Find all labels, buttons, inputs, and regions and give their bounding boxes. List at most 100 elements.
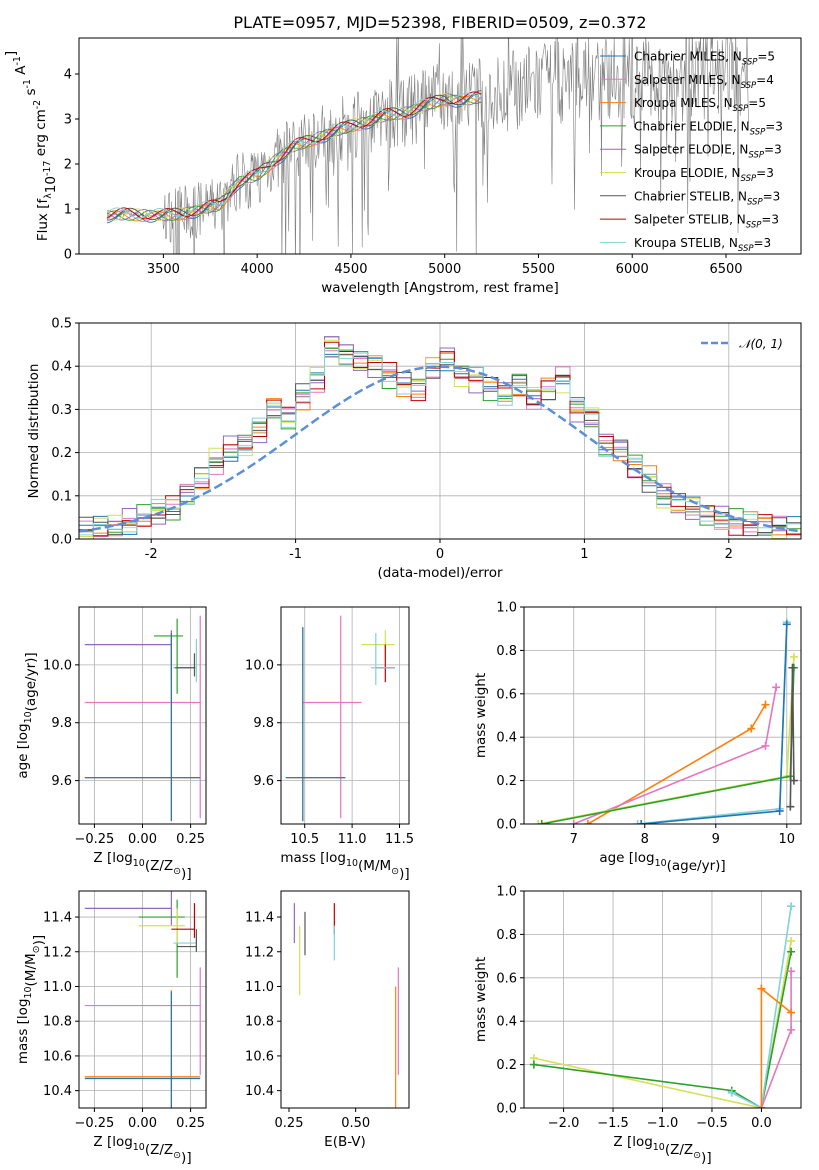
x-axis-label: (data-model)/error <box>377 565 503 581</box>
x-axis-label: wavelength [Angstrom, rest frame] <box>321 280 559 296</box>
x-tick-label: 0.00 <box>128 1116 157 1131</box>
weight-marker <box>727 1088 736 1097</box>
x-tick-label: −0.25 <box>74 1116 114 1131</box>
x-tick-label: 3500 <box>147 262 180 277</box>
weight-line <box>789 667 795 807</box>
mass-weight-vs-age-marks <box>534 618 798 824</box>
mass-weight-vs-Z-axes: −2.0 −1.5 −1.0 −0.5 0.0 0.0 0.2 0.4 0.6 0.8 1.0 Z [… <box>473 885 802 1166</box>
legend-entry: Chabrier ELODIE, NSSP=3 <box>634 119 783 137</box>
legend-entry: Salpeter ELODIE, NSSP=3 <box>634 143 782 161</box>
y-tick-label: 0.3 <box>51 403 72 418</box>
legend-entry: Kroupa STELIB, NSSP=3 <box>634 236 771 254</box>
y-tick-label: 10.6 <box>43 1049 72 1064</box>
y-axis-label: Flux [fλ10-17 erg cm-2 s-1 A-1] <box>3 51 59 241</box>
legend-entry: Kroupa MILES, NSSP=5 <box>634 96 766 114</box>
x-tick-label: 6000 <box>616 262 649 277</box>
y-tick-label: 10.0 <box>43 658 72 673</box>
mass-vs-Z-marks <box>84 891 201 1108</box>
y-tick-label: 0 <box>64 248 72 263</box>
weight-line <box>541 667 795 824</box>
y-tick-label: 11.4 <box>43 911 72 926</box>
y-tick-label: 11.2 <box>245 945 274 960</box>
mass-weight-vs-Z-marks <box>529 902 796 1108</box>
y-tick-label: 9.8 <box>51 716 72 731</box>
x-tick-label: 4000 <box>241 262 274 277</box>
weight-marker <box>787 947 796 956</box>
x-axis-label: Z [log10(Z/Z⊙)] <box>613 1134 711 1166</box>
y-tick-label: 0.4 <box>496 731 517 746</box>
weight-marker <box>787 936 796 945</box>
weight-marker <box>786 802 795 811</box>
x-tick-label: 5500 <box>522 262 555 277</box>
y-tick-label: 11.2 <box>43 945 72 960</box>
weight-marker <box>789 652 798 661</box>
residuals-marks <box>79 336 801 539</box>
x-tick-label: 11.5 <box>385 832 414 847</box>
model-line <box>107 94 482 221</box>
axes-frame <box>280 890 410 1109</box>
axes-frame <box>280 606 410 825</box>
weight-line <box>533 951 792 1108</box>
x-tick-label: −0.5 <box>696 1116 728 1131</box>
weight-line <box>637 622 788 824</box>
y-tick-label: 10.4 <box>43 1084 72 1099</box>
y-tick-label: 1.0 <box>496 885 517 900</box>
residual-histogram <box>79 347 801 536</box>
y-tick-label: 0.6 <box>496 687 517 702</box>
weight-marker <box>637 820 646 824</box>
x-tick-label: −2.0 <box>548 1116 580 1131</box>
weight-line <box>731 906 792 1108</box>
y-tick-label: 0.5 <box>51 317 72 332</box>
weight-marker <box>782 620 791 629</box>
weight-marker <box>787 1025 796 1034</box>
x-tick-label: 9 <box>712 832 720 847</box>
mass-vs-ebv-marks <box>293 903 399 1108</box>
y-tick-label: 11.0 <box>43 980 72 995</box>
spectrum-marks <box>106 38 749 254</box>
y-axis-label: mass [log10(M/M⊙)] <box>15 935 47 1064</box>
residual-histogram <box>79 341 801 537</box>
weight-marker <box>537 820 546 824</box>
y-tick-label: 0.2 <box>496 1058 517 1073</box>
y-tick-label: 9.6 <box>51 774 72 789</box>
figure-title: PLATE=0957, MJD=52398, FIBERID=0509, z=0… <box>233 13 646 32</box>
y-tick-label: 0.8 <box>496 644 517 659</box>
y-tick-label: 3 <box>64 113 72 128</box>
model-line <box>106 91 482 221</box>
weight-line <box>538 656 795 824</box>
weight-line <box>573 687 777 824</box>
y-tick-label: 0.0 <box>496 1102 517 1117</box>
legend-entry: Chabrier STELIB, NSSP=3 <box>634 189 780 207</box>
x-tick-label: 6500 <box>709 262 742 277</box>
x-tick-label: 0.00 <box>128 832 157 847</box>
weight-marker <box>761 700 770 709</box>
mass-vs-Z-axes: −0.25 0.00 0.25 10.4 10.6 10.8 11.0 11.2 11.4 Z [… <box>15 890 207 1166</box>
x-tick-label: 0.25 <box>176 1116 205 1131</box>
x-tick-label: 10 <box>779 832 796 847</box>
y-tick-label: 10.8 <box>43 1015 72 1030</box>
weight-marker <box>757 984 766 993</box>
x-tick-label: 7 <box>570 832 578 847</box>
x-axis-label: age [log10(age/yr)] <box>599 850 725 874</box>
axes-frame <box>78 37 802 255</box>
x-tick-label: -1 <box>289 547 302 562</box>
y-tick-label: 9.6 <box>253 774 274 789</box>
x-tick-label: 0 <box>436 547 444 562</box>
normal-curve <box>79 365 801 533</box>
weight-marker <box>787 1008 796 1017</box>
y-tick-label: 11.0 <box>245 980 274 995</box>
x-axis-label: Z [log10(Z/Z⊙)] <box>93 850 191 882</box>
weight-marker <box>534 820 543 824</box>
model-line <box>106 95 482 222</box>
axes-frame <box>523 606 802 825</box>
weight-marker <box>788 663 797 672</box>
legend-entry: Salpeter MILES, NSSP=4 <box>634 73 774 91</box>
x-axis-label: Z [log10(Z/Z⊙)] <box>93 1134 191 1166</box>
y-tick-label: 0.4 <box>496 1015 517 1030</box>
age-vs-mass-marks <box>285 615 395 822</box>
x-tick-label: 0.0 <box>751 1116 772 1131</box>
x-tick-label: 10.5 <box>290 832 319 847</box>
x-tick-label: −0.25 <box>74 832 114 847</box>
x-tick-label: 11.0 <box>338 832 367 847</box>
y-tick-label: 0.6 <box>496 971 517 986</box>
